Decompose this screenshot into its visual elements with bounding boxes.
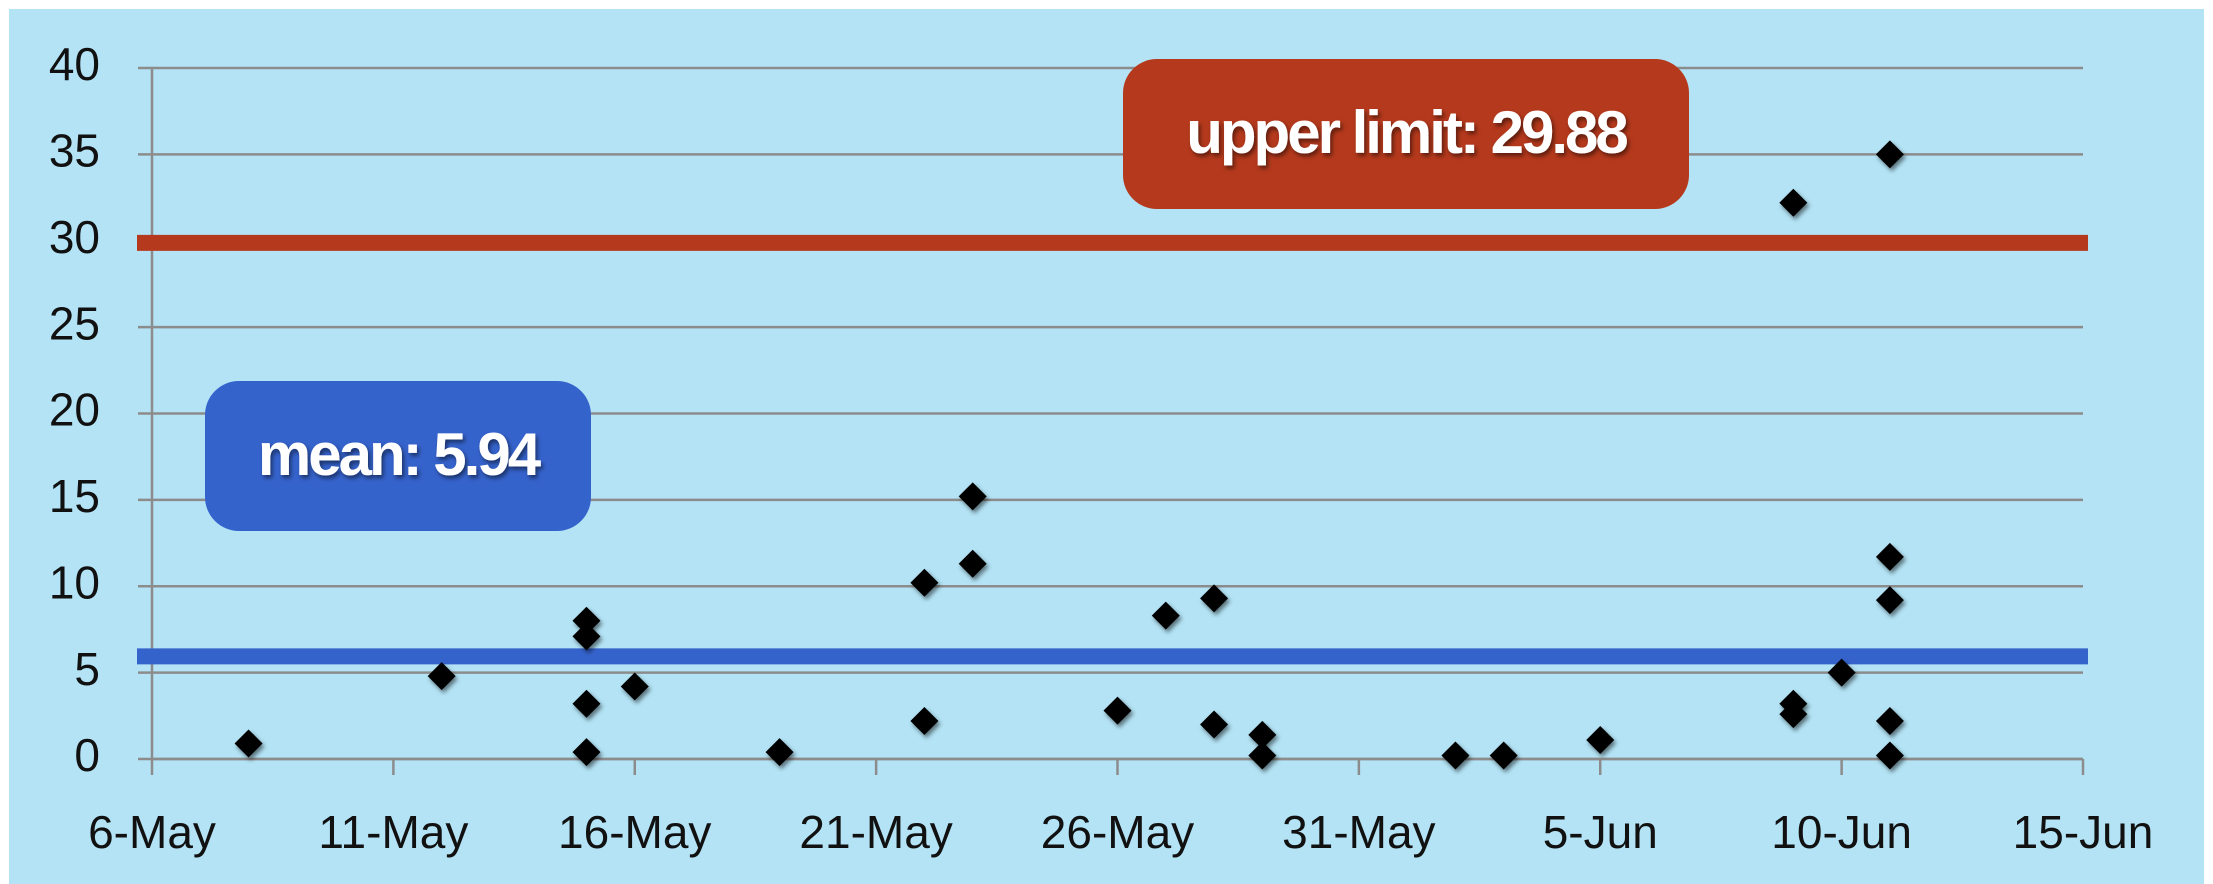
- data-point: [1875, 140, 1904, 169]
- x-tick-label: 5-Jun: [1543, 806, 1658, 858]
- y-tick-label: 35: [49, 125, 100, 177]
- data-point: [1441, 741, 1470, 770]
- y-tick-label: 15: [49, 470, 100, 522]
- x-tick-label: 6-May: [88, 806, 216, 858]
- data-point: [620, 672, 649, 701]
- data-point: [572, 622, 601, 651]
- y-tick-label: 25: [49, 297, 100, 349]
- data-point: [1875, 586, 1904, 615]
- data-point: [1586, 725, 1615, 754]
- data-point: [1151, 601, 1180, 630]
- data-point: [1103, 696, 1132, 725]
- data-point: [910, 706, 939, 735]
- data-point: [1200, 584, 1229, 613]
- data-point: [1248, 741, 1277, 770]
- y-tick-label: 0: [74, 729, 100, 781]
- data-point: [1779, 188, 1808, 217]
- x-tick-label: 16-May: [558, 806, 711, 858]
- x-tick-label: 26-May: [1041, 806, 1194, 858]
- data-point: [1875, 542, 1904, 571]
- annotation-label: upper limit: 29.88: [1186, 99, 1627, 166]
- x-tick-label: 21-May: [799, 806, 952, 858]
- y-tick-label: 20: [49, 384, 100, 436]
- data-point: [427, 662, 456, 691]
- y-tick-label: 10: [49, 556, 100, 608]
- data-point: [1875, 741, 1904, 770]
- x-tick-label: 31-May: [1282, 806, 1435, 858]
- data-point: [958, 482, 987, 511]
- data-point: [572, 606, 601, 635]
- data-point: [910, 568, 939, 597]
- y-tick-label: 40: [49, 38, 100, 90]
- annotation-box: [1123, 59, 1689, 209]
- data-point: [1248, 720, 1277, 749]
- data-point: [1779, 700, 1808, 729]
- data-point: [572, 738, 601, 767]
- data-point: [234, 729, 263, 758]
- x-tick-label: 15-Jun: [2013, 806, 2154, 858]
- data-point: [958, 549, 987, 578]
- data-point: [765, 738, 794, 767]
- annotation-label: mean: 5.94: [258, 421, 542, 488]
- x-tick-label: 11-May: [318, 806, 468, 858]
- data-point: [1827, 658, 1856, 687]
- y-tick-label: 5: [74, 643, 100, 695]
- data-point: [1489, 741, 1518, 770]
- data-point: [1875, 706, 1904, 735]
- y-tick-label: 30: [49, 211, 100, 263]
- x-tick-label: 10-Jun: [1771, 806, 1912, 858]
- data-point: [1200, 710, 1229, 739]
- annotation-box: [205, 381, 591, 531]
- data-point: [572, 689, 601, 718]
